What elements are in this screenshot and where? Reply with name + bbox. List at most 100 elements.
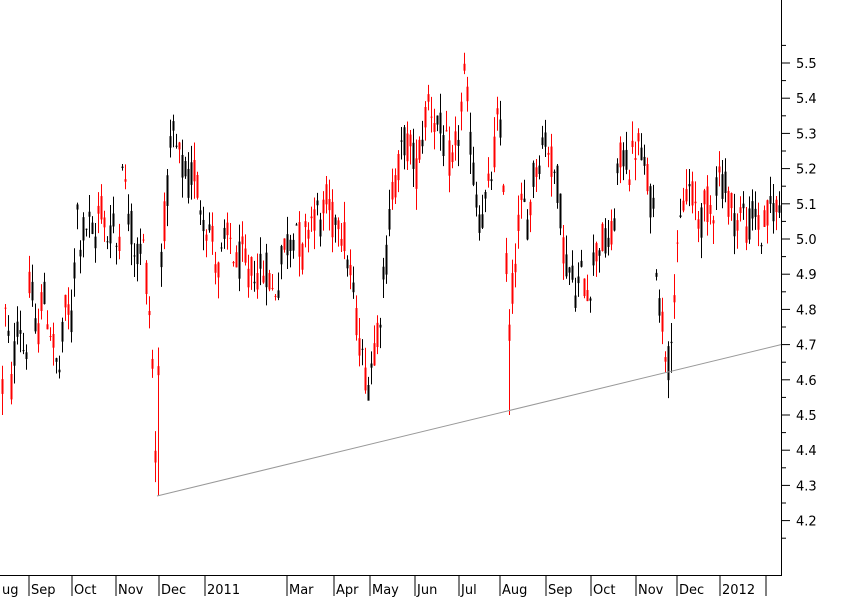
candle-body-down — [214, 264, 217, 273]
candle-body-down — [487, 173, 490, 181]
candle-body-up — [748, 208, 751, 240]
candle-body-up — [238, 241, 241, 279]
candle-body-up — [199, 210, 202, 215]
candle-body-down — [37, 323, 40, 345]
candle-body-down — [736, 220, 739, 231]
plot-background — [0, 0, 781, 575]
candle-body-down — [196, 175, 199, 198]
candle-body-up — [85, 228, 88, 230]
candle-body-down — [460, 101, 463, 112]
candle-body-up — [115, 245, 118, 247]
candle-body-down — [349, 264, 352, 276]
candle-body-up — [319, 219, 322, 237]
candle-body-up — [538, 165, 541, 174]
candle-body-up — [625, 149, 628, 170]
candle-body-down — [271, 287, 274, 289]
candle-body-down — [67, 304, 70, 315]
candle-body-up — [292, 239, 295, 251]
candle-body-up — [379, 324, 382, 328]
candle-body-up — [652, 197, 655, 209]
candle-body-up — [565, 254, 568, 277]
candle-body-up — [25, 352, 28, 360]
y-tick-label: 4.9 — [796, 268, 817, 283]
candle-body-up — [190, 162, 193, 185]
candle-body-up — [733, 213, 736, 237]
candle-body-up — [658, 298, 661, 316]
candle-body-up — [715, 177, 718, 196]
candle-body-up — [286, 234, 289, 256]
candle-body-down — [355, 308, 358, 336]
candle-body-up — [772, 203, 775, 222]
candle-body-up — [13, 341, 16, 366]
candle-body-down — [337, 220, 340, 230]
candle-body-down — [10, 373, 13, 400]
candle-body-down — [358, 338, 361, 356]
candle-body-up — [361, 348, 364, 350]
candle-body-up — [640, 147, 643, 161]
candle-body-down — [124, 179, 127, 182]
candle-body-up — [82, 217, 85, 241]
candle-body-up — [7, 330, 10, 336]
candle-body-down — [694, 201, 697, 204]
candle-body-down — [325, 184, 328, 205]
candle-body-up — [613, 218, 616, 231]
candle-body-up — [277, 290, 280, 298]
candle-body-down — [226, 222, 229, 236]
candle-body-down — [268, 273, 271, 290]
candle-body-down — [397, 153, 400, 181]
candle-body-down — [505, 253, 508, 275]
candle-body-down — [145, 262, 148, 295]
y-tick-label: 4.3 — [796, 479, 817, 494]
candle-body-up — [472, 162, 475, 185]
candle-body-up — [544, 132, 547, 147]
candle-body-up — [208, 224, 211, 231]
candle-body-up — [457, 139, 460, 146]
candle-body-down — [28, 271, 31, 294]
y-tick-label: 4.6 — [796, 374, 817, 389]
candle-body-down — [511, 273, 514, 304]
candle-body-down — [193, 160, 196, 182]
candle-body-up — [139, 243, 142, 254]
y-tick-label: 4.2 — [796, 515, 817, 530]
candle-body-down — [163, 201, 166, 242]
x-tick-label: Oct — [74, 583, 96, 598]
candle-body-down — [535, 167, 538, 177]
candle-body-down — [673, 295, 676, 303]
y-tick-label: 5.5 — [796, 57, 817, 72]
candle-body-down — [64, 294, 67, 308]
candle-body-up — [580, 260, 583, 267]
candle-body-up — [43, 281, 46, 305]
candle-body-down — [712, 220, 715, 224]
candle-body-down — [514, 263, 517, 273]
candle-body-up — [352, 282, 355, 293]
candle-body-up — [778, 205, 781, 213]
candle-body-down — [634, 157, 637, 161]
candle-body-up — [604, 228, 607, 254]
y-tick-label: 5.0 — [796, 233, 817, 248]
x-tick-label: Sep — [548, 583, 573, 598]
candle-body-up — [181, 154, 184, 178]
candle-body-up — [643, 156, 646, 166]
candle-body-down — [709, 205, 712, 214]
candle-body-up — [616, 163, 619, 174]
candle-body-down — [307, 229, 310, 239]
candle-body-up — [403, 127, 406, 156]
candle-body-down — [685, 189, 688, 202]
candle-body-down — [406, 133, 409, 162]
candle-body-down — [331, 201, 334, 238]
candle-body-down — [496, 108, 499, 115]
candle-body-down — [691, 181, 694, 206]
candle-body-down — [433, 123, 436, 132]
candle-body-down — [256, 273, 259, 290]
candle-body-up — [724, 171, 727, 193]
candle-body-up — [88, 211, 91, 217]
candle-body-down — [562, 237, 565, 264]
candle-body-up — [679, 215, 682, 218]
y-tick-label: 4.5 — [796, 409, 817, 424]
candle-body-up — [469, 131, 472, 155]
candle-body-down — [394, 175, 397, 198]
candle-body-up — [388, 209, 391, 230]
candle-body-up — [259, 253, 262, 269]
candle-body-down — [661, 311, 664, 332]
candle-body-down — [274, 295, 277, 297]
